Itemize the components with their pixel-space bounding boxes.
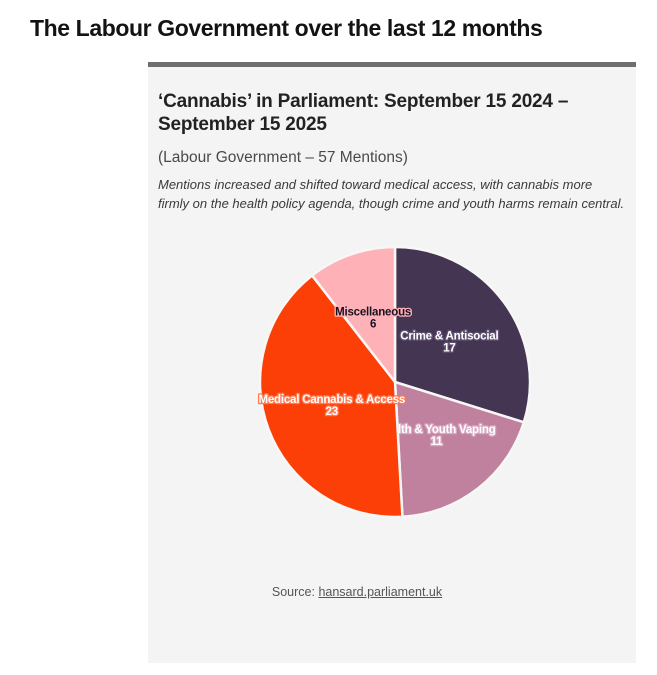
pie-chart-area: Crime & Antisocial 17 Health & Youth Vapin…: [255, 242, 535, 522]
chart-description: Mentions increased and shifted toward me…: [158, 177, 625, 211]
pie-slice-crime-antisocial[interactable]: [393, 245, 532, 424]
pie-slice-medical-cannabis-access[interactable]: [258, 274, 404, 519]
page-title: The Labour Government over the last 12 m…: [30, 15, 543, 41]
chart-title: ‘Cannabis’ in Parliament: September 15 2…: [158, 91, 569, 136]
source-label: Source:: [271, 585, 319, 599]
chart-card: ‘Cannabis’ in Parliament: September 15 2…: [148, 62, 636, 663]
pie-slice-miscellaneous[interactable]: [310, 245, 397, 384]
chart-subtitle: (Labour Government – 57 Mentions): [158, 149, 408, 167]
pie-slice-health-youth-vaping[interactable]: [393, 380, 526, 519]
source-link[interactable]: hansard.parliament.uk: [318, 585, 443, 599]
source-caption: Source: hansard.parliament.uk: [113, 585, 601, 599]
